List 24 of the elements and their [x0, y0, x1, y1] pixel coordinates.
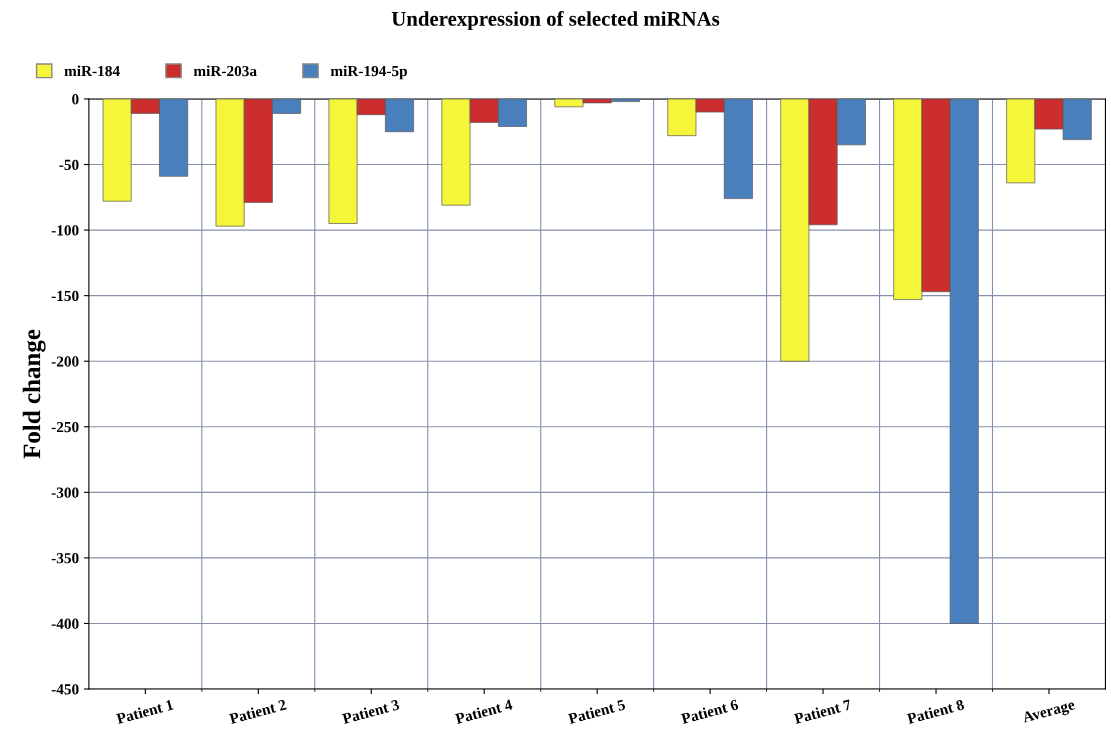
legend-label: miR-194-5p: [330, 65, 407, 80]
x-tick-label: Patient 3: [341, 698, 400, 725]
x-tick-label: Patient 4: [454, 698, 513, 725]
x-tick-label: Patient 2: [228, 698, 287, 725]
y-tick-label: -350: [51, 553, 79, 564]
y-tick-label: -50: [59, 159, 79, 170]
y-tick-label: -400: [51, 618, 79, 629]
y-tick-label: -250: [51, 421, 79, 433]
x-tick-label: Average: [1021, 699, 1077, 726]
y-tick-label: -450: [51, 684, 79, 695]
x-tick-label: Patient 5: [567, 698, 626, 725]
legend-label: miR-203a: [193, 65, 257, 77]
y-tick-label: -200: [51, 356, 79, 367]
y-tick-label: -300: [51, 487, 79, 498]
chart-title: Underexpression of selected miRNAs: [391, 10, 720, 31]
legend-label: miR-184: [64, 65, 120, 77]
y-tick-label: -150: [51, 290, 79, 302]
y-axis-title: Fold change: [22, 329, 46, 459]
x-tick-label: Patient 1: [115, 698, 174, 725]
x-tick-label: Patient 6: [680, 698, 739, 725]
y-tick-label: -100: [51, 225, 79, 236]
x-tick-label: Patient 8: [906, 698, 965, 725]
x-tick-label: Patient 7: [793, 698, 852, 725]
y-tick-label: 0: [72, 94, 79, 105]
